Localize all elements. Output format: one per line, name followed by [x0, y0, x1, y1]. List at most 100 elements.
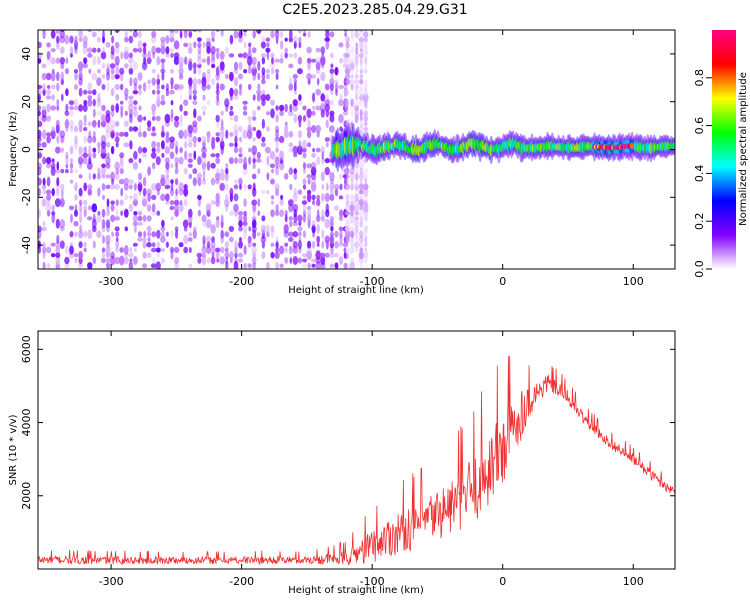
- heatmap-cell: [293, 168, 298, 175]
- heatmap-cell: [363, 168, 369, 174]
- heatmap-cell: [64, 68, 69, 75]
- heatmap-cell: [342, 174, 349, 179]
- heatmap-cell: [138, 105, 142, 111]
- heatmap-cell: [358, 189, 364, 195]
- heatmap-cell: [193, 41, 197, 49]
- heatmap-cell: [216, 258, 220, 263]
- heatmap-cell: [60, 183, 65, 190]
- y-tick-label: 6000: [20, 335, 33, 363]
- heatmap-cell: [160, 174, 166, 179]
- heatmap-cell: [345, 158, 350, 164]
- heatmap-cell: [354, 237, 359, 242]
- heatmap-cell: [56, 161, 60, 171]
- heatmap-cell: [147, 79, 151, 84]
- heatmap-cell: [114, 183, 120, 190]
- heatmap-cell: [97, 47, 101, 53]
- heatmap-cell: [302, 147, 307, 153]
- heatmap-cell: [252, 62, 256, 70]
- y-tick-label: -40: [20, 236, 33, 254]
- heatmap-cell: [111, 231, 114, 237]
- heatmap-cell: [302, 30, 307, 32]
- heatmap-cell: [65, 88, 69, 97]
- heatmap-cell: [316, 214, 321, 223]
- heatmap-cell: [41, 226, 47, 232]
- heatmap-cell: [355, 67, 359, 76]
- heatmap-cell: [363, 31, 369, 38]
- heatmap-cell: [188, 30, 193, 38]
- heatmap-cell: [233, 147, 239, 154]
- heatmap-cell: [83, 209, 87, 218]
- heatmap-cell: [128, 95, 134, 100]
- heatmap-cell: [275, 261, 279, 269]
- heatmap-cell: [96, 77, 102, 87]
- heatmap-cell: [358, 124, 364, 134]
- heatmap-cell: [316, 235, 321, 244]
- heatmap-cell: [307, 119, 311, 129]
- heatmap-cell: [132, 161, 138, 170]
- heatmap-cell: [284, 121, 288, 126]
- heatmap-cell: [242, 111, 248, 116]
- heatmap-cell: [114, 84, 120, 90]
- heatmap-cell: [211, 136, 215, 143]
- heatmap-cell: [334, 130, 339, 139]
- heatmap-cell: [316, 198, 321, 207]
- heatmap-cell: [274, 58, 280, 63]
- heatmap-cell: [106, 152, 110, 159]
- heatmap-cell: [160, 100, 166, 106]
- heatmap-cell: [363, 127, 368, 131]
- heatmap-cell: [206, 55, 211, 66]
- heatmap-cell: [77, 61, 84, 71]
- heatmap-cell: [65, 151, 69, 159]
- heatmap-cell: [164, 113, 171, 124]
- heatmap-cell: [138, 30, 142, 39]
- heatmap-cell: [151, 30, 157, 38]
- heatmap-cell: [292, 221, 299, 226]
- heatmap-cell: [156, 84, 161, 90]
- heatmap-cell: [87, 30, 93, 33]
- heatmap-cell: [275, 140, 279, 150]
- heatmap-cell: [315, 88, 322, 96]
- heatmap-cell: [248, 46, 252, 54]
- heatmap-cell: [270, 52, 275, 59]
- x-tick-label: -200: [229, 575, 254, 588]
- heatmap-cell: [156, 252, 161, 258]
- heatmap-cell: [237, 252, 244, 258]
- heatmap-cell: [329, 193, 335, 202]
- heatmap-cell: [187, 124, 193, 134]
- heatmap-cell: [150, 132, 157, 137]
- heatmap-cell: [143, 56, 147, 65]
- heatmap-cell: [151, 35, 157, 44]
- heatmap-cell: [41, 141, 47, 148]
- heatmap-cell: [233, 88, 239, 96]
- heatmap-cell: [42, 183, 47, 190]
- heatmap-cell: [188, 208, 193, 218]
- heatmap-cell: [73, 169, 79, 174]
- heatmap-cell: [216, 30, 220, 32]
- heatmap-cell: [228, 142, 234, 147]
- heatmap-cell: [179, 104, 183, 112]
- heatmap-cell: [73, 105, 79, 111]
- heatmap-cell: [228, 53, 235, 58]
- heatmap-cell: [238, 36, 243, 43]
- heatmap-cell: [297, 240, 302, 250]
- heatmap-cell: [359, 68, 363, 74]
- heatmap-cell: [129, 258, 133, 263]
- heatmap-cell: [334, 262, 339, 269]
- heatmap-cell: [252, 216, 257, 221]
- heatmap-cell: [83, 127, 88, 131]
- heatmap-cell: [363, 150, 369, 160]
- heatmap-cell: [142, 153, 147, 158]
- heatmap-cell: [350, 105, 354, 111]
- heatmap-cell: [292, 256, 299, 265]
- heatmap-cell: [197, 63, 202, 68]
- heatmap-cell: [233, 124, 239, 134]
- heatmap-cell: [324, 37, 331, 42]
- heatmap-cell: [46, 135, 51, 144]
- heatmap-cell: [225, 256, 229, 265]
- heatmap-cell: [329, 171, 335, 182]
- x-tick-label: -200: [229, 275, 254, 288]
- heatmap-cell: [333, 252, 340, 258]
- heatmap-cell: [123, 51, 130, 60]
- heatmap-cell: [47, 209, 51, 217]
- heatmap-cell: [350, 183, 354, 191]
